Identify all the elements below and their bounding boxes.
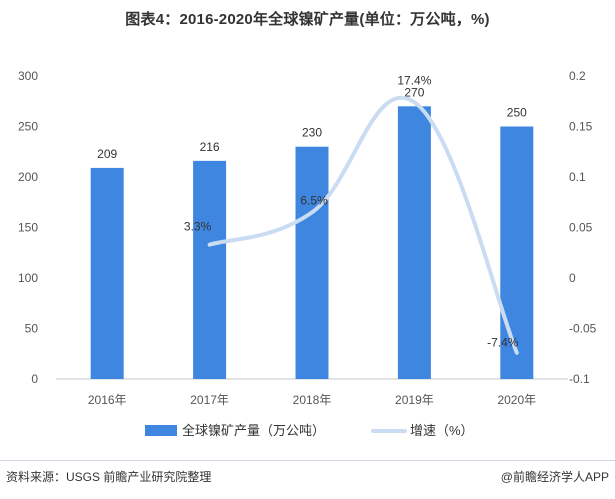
legend-item-bar: 全球镍矿产量（万公吨）: [145, 423, 325, 438]
legend-bar-swatch: [145, 425, 177, 436]
x-tick-label: 2020年: [497, 393, 536, 407]
bar-data-label: 250: [507, 106, 527, 120]
line-data-label: 17.4%: [397, 73, 431, 87]
y-right-tick-label: 0: [569, 271, 576, 285]
y-right-tick-label: -0.05: [569, 322, 597, 336]
bar: [397, 106, 431, 380]
y-left-tick-label: 50: [25, 322, 39, 336]
y-left-tick-label: 300: [18, 69, 38, 83]
x-tick-label: 2017年: [190, 393, 229, 407]
x-tick-label: 2018年: [293, 393, 332, 407]
bar-data-label: 216: [200, 140, 220, 154]
y-right-tick-label: 0.1: [569, 170, 586, 184]
x-tick-label: 2016年: [88, 393, 127, 407]
y-left-tick-label: 200: [18, 170, 38, 184]
line-data-label: -7.4%: [487, 336, 519, 350]
bar: [193, 160, 227, 379]
y-right-tick-label: -0.1: [569, 372, 590, 386]
x-tick-label: 2019年: [395, 393, 434, 407]
y-right-tick-label: 0.05: [569, 221, 593, 235]
bar-data-label: 270: [404, 85, 424, 99]
legend-line-label: 增速（%）: [410, 423, 474, 438]
bar: [90, 167, 124, 379]
footer-divider: [0, 460, 615, 461]
line-data-label: 3.3%: [184, 220, 212, 234]
y-right-tick-label: 0.15: [569, 120, 593, 134]
y-right-tick-label: 0.2: [569, 69, 586, 83]
line-data-label: 6.5%: [300, 193, 328, 207]
source-note: 资料来源：USGS 前瞻产业研究院整理: [6, 470, 212, 484]
bar: [500, 126, 534, 379]
bar-data-label: 209: [97, 147, 117, 161]
bar-data-label: 230: [302, 126, 322, 140]
y-left-tick-label: 150: [18, 221, 38, 235]
y-left-tick-label: 250: [18, 120, 38, 134]
y-left-tick-label: 100: [18, 271, 38, 285]
plot-area: 0 50 100 150 200 250 300 -0.1 -0.05 0 0.05 0.1 0.15 0…: [18, 69, 597, 438]
legend-bar-label: 全球镍矿产量（万公吨）: [182, 423, 325, 438]
chart-canvas: 0 50 100 150 200 250 300 -0.1 -0.05 0 0.05 0.1 0.15 0…: [18, 69, 597, 438]
chart-title: 图表4：2016-2020年全球镍矿产量(单位：万公吨，%): [125, 11, 490, 28]
y-left-tick-label: 0: [31, 372, 38, 386]
legend-item-line: 增速（%）: [371, 423, 474, 438]
growth-line: [207, 95, 519, 355]
bar: [295, 146, 329, 379]
brand-note: @前瞻经济学人APP: [500, 470, 609, 484]
